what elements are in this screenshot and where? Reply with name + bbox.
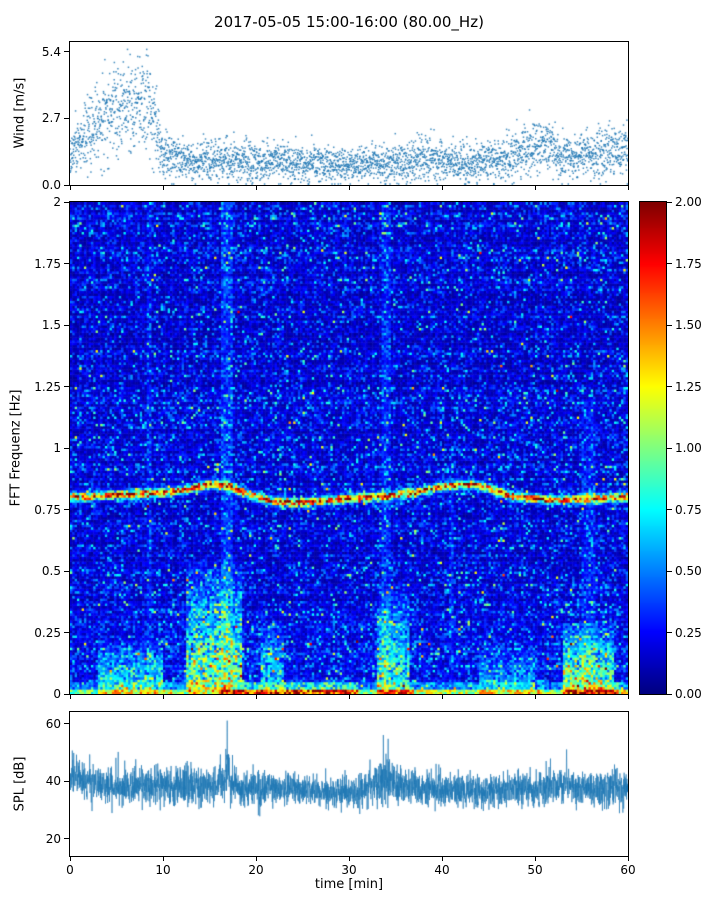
- tick-label: 2.00: [675, 195, 702, 209]
- tick-mark: [667, 632, 672, 633]
- tick-mark: [64, 447, 69, 449]
- tick-label: 0: [53, 687, 61, 701]
- spl-y-axis-label: SPL [dB]: [12, 756, 28, 812]
- tick-mark: [667, 263, 672, 264]
- tick-label: 40: [45, 774, 61, 789]
- tick-mark: [441, 857, 443, 861]
- tick-mark: [64, 570, 69, 572]
- spectrogram-plot: [70, 202, 628, 694]
- tick-mark: [64, 509, 69, 510]
- tick-label: 2.7: [41, 111, 61, 126]
- tick-mark: [667, 693, 672, 695]
- wind-scatter-plot: [70, 42, 628, 185]
- tick-label: 0.25: [34, 625, 61, 640]
- tick-mark: [162, 857, 164, 861]
- tick-mark: [667, 324, 672, 326]
- tick-label: 2: [53, 195, 61, 209]
- tick-mark: [255, 186, 257, 190]
- tick-mark: [64, 780, 69, 782]
- tick-mark: [162, 186, 164, 190]
- tick-mark: [627, 186, 629, 190]
- tick-label: 1.00: [675, 441, 702, 455]
- tick-label: 60: [45, 716, 61, 731]
- x-axis-label: time [min]: [314, 877, 384, 892]
- tick-mark: [667, 509, 672, 510]
- tick-mark: [69, 186, 71, 190]
- tick-mark: [667, 201, 672, 203]
- tick-mark: [534, 186, 536, 190]
- tick-label: 60: [620, 863, 636, 877]
- tick-mark: [64, 324, 69, 326]
- tick-mark: [348, 857, 350, 861]
- tick-mark: [64, 838, 69, 840]
- tick-mark: [534, 857, 536, 861]
- tick-label: 1.50: [675, 318, 702, 332]
- tick-mark: [64, 184, 69, 186]
- wind-scatter-axes: [69, 41, 629, 186]
- tick-mark: [441, 695, 443, 699]
- tick-label: 0.00: [675, 687, 702, 701]
- tick-mark: [255, 695, 257, 699]
- colorbar: [640, 202, 666, 694]
- tick-label: 1.75: [675, 256, 702, 271]
- tick-label: 0: [66, 863, 74, 877]
- tick-mark: [64, 632, 69, 633]
- tick-mark: [348, 186, 350, 190]
- tick-mark: [627, 857, 629, 861]
- tick-label: 0.75: [675, 502, 702, 517]
- tick-label: 50: [527, 863, 543, 877]
- tick-mark: [64, 693, 69, 695]
- tick-label: 30: [341, 863, 357, 877]
- tick-label: 20: [248, 863, 264, 877]
- tick-mark: [69, 857, 71, 861]
- tick-label: 1.25: [675, 379, 702, 394]
- tick-mark: [64, 51, 69, 53]
- spl-line-axes: [69, 711, 629, 857]
- tick-label: 1: [53, 441, 61, 455]
- tick-mark: [69, 695, 71, 699]
- tick-mark: [627, 695, 629, 699]
- tick-mark: [348, 695, 350, 699]
- tick-mark: [64, 723, 69, 725]
- tick-mark: [64, 201, 69, 203]
- tick-mark: [64, 386, 69, 387]
- tick-mark: [667, 570, 672, 572]
- tick-label: 10: [155, 863, 171, 877]
- tick-label: 20: [45, 831, 61, 846]
- tick-mark: [441, 186, 443, 190]
- wind-y-axis-label: Wind [m/s]: [12, 77, 28, 149]
- tick-mark: [667, 447, 672, 449]
- figure-title: 2017-05-05 15:00-16:00 (80.00_Hz): [214, 13, 484, 31]
- tick-mark: [255, 857, 257, 861]
- tick-mark: [667, 386, 672, 387]
- tick-label: 5.4: [41, 44, 61, 59]
- tick-mark: [162, 695, 164, 699]
- spectrogram-axes: [69, 201, 629, 695]
- fft-y-axis-label: FFT Frequenz [Hz]: [8, 389, 24, 507]
- tick-label: 0.25: [675, 625, 702, 640]
- colorbar-axes: [639, 201, 667, 695]
- tick-label: 0.0: [41, 178, 61, 192]
- tick-label: 0.5: [41, 564, 61, 578]
- tick-mark: [64, 117, 69, 119]
- spl-line-plot: [70, 712, 628, 856]
- tick-label: 0.50: [675, 564, 702, 578]
- tick-label: 1.25: [34, 379, 61, 394]
- tick-mark: [64, 263, 69, 264]
- tick-mark: [534, 695, 536, 699]
- tick-label: 1.5: [41, 318, 61, 332]
- tick-label: 1.75: [34, 256, 61, 271]
- tick-label: 40: [434, 863, 450, 877]
- tick-label: 0.75: [34, 502, 61, 517]
